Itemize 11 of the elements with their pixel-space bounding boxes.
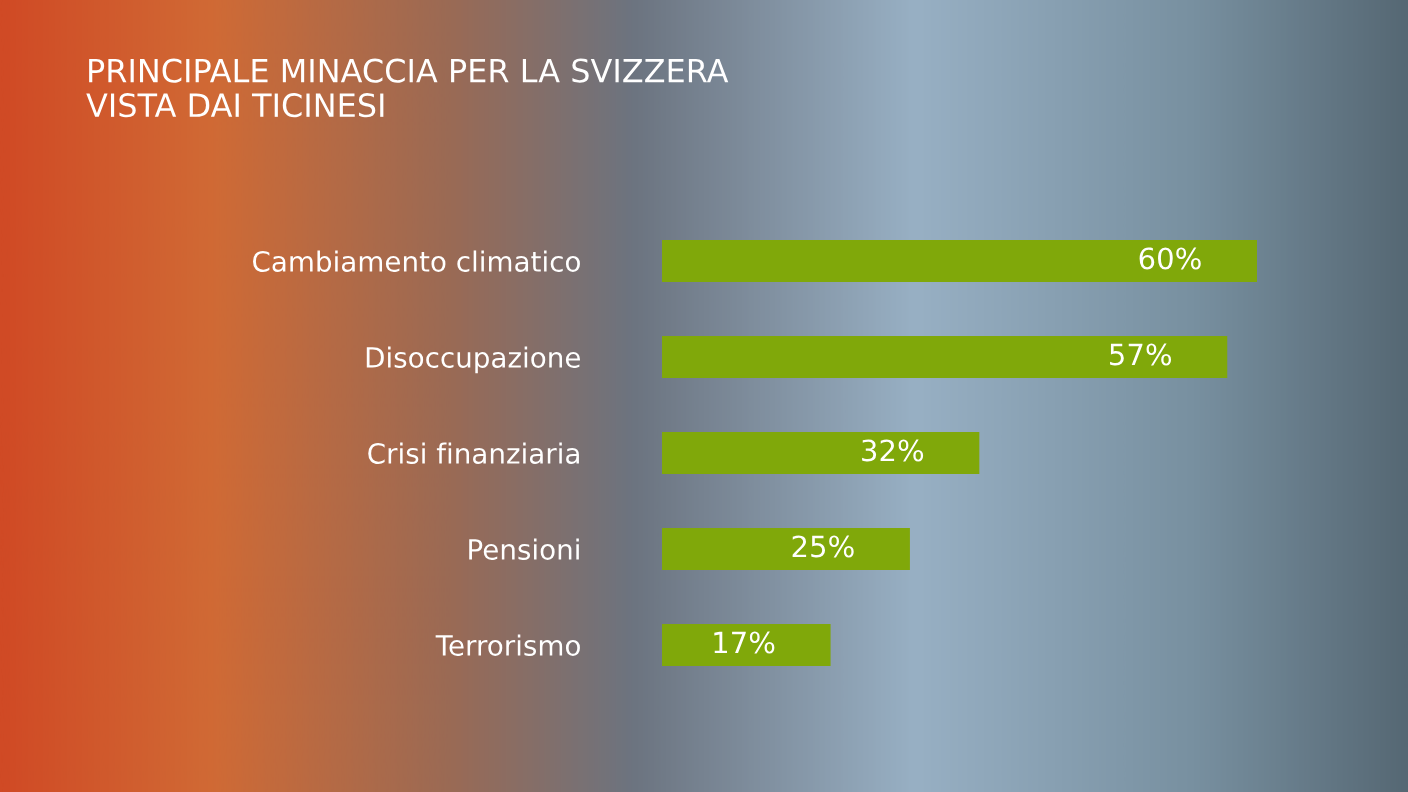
y-tick-label: Disoccupazione <box>366 346 580 374</box>
data-label: 32% <box>862 439 924 462</box>
data-label: 60% <box>1139 247 1201 270</box>
data-label: 57% <box>1110 343 1172 366</box>
y-tick-label: Cambiamento climatico <box>253 250 580 272</box>
data-label: 17% <box>714 631 775 654</box>
y-tick-label: Crisi finanziaria <box>368 442 579 464</box>
y-tick-label: Terrorismo <box>435 634 580 656</box>
y-tick-label: Pensioni <box>469 538 579 560</box>
data-label: 25% <box>792 535 854 558</box>
chart-title: PRINCIPALE MINACCIA PER LA SVIZZERA VISTA DAI TICINESI <box>86 58 729 118</box>
